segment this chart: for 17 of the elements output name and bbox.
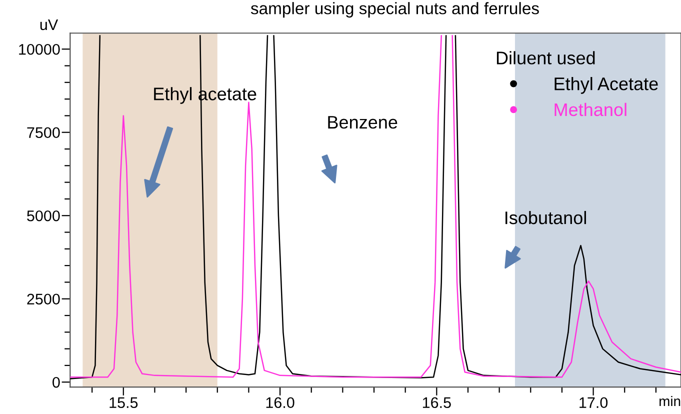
legend-title: Diluent used [496, 51, 595, 64]
x-tick-label: 17.0 [580, 397, 608, 408]
y-tick-label: 7500 [27, 127, 60, 138]
legend-label: Methanol [554, 102, 626, 116]
x-tick-label: 15.5 [110, 397, 138, 408]
y-axis-title: uV [40, 19, 58, 30]
legend-label: Ethyl Acetate [554, 77, 658, 94]
chart-title: sampler using special nuts and ferrules [250, 2, 539, 18]
y-tick-label: 5000 [27, 210, 60, 222]
y-tick-label: 2500 [27, 294, 60, 305]
x-tick-label: 16.0 [266, 397, 294, 408]
x-axis-title: min [660, 396, 680, 406]
y-tick-label: 0 [52, 376, 60, 388]
x-tick-label: 16.5 [422, 397, 451, 408]
annotation: Benzene [328, 116, 398, 129]
y-tick-label: 10000 [19, 44, 60, 55]
annotation: Isobutanol [506, 210, 586, 224]
